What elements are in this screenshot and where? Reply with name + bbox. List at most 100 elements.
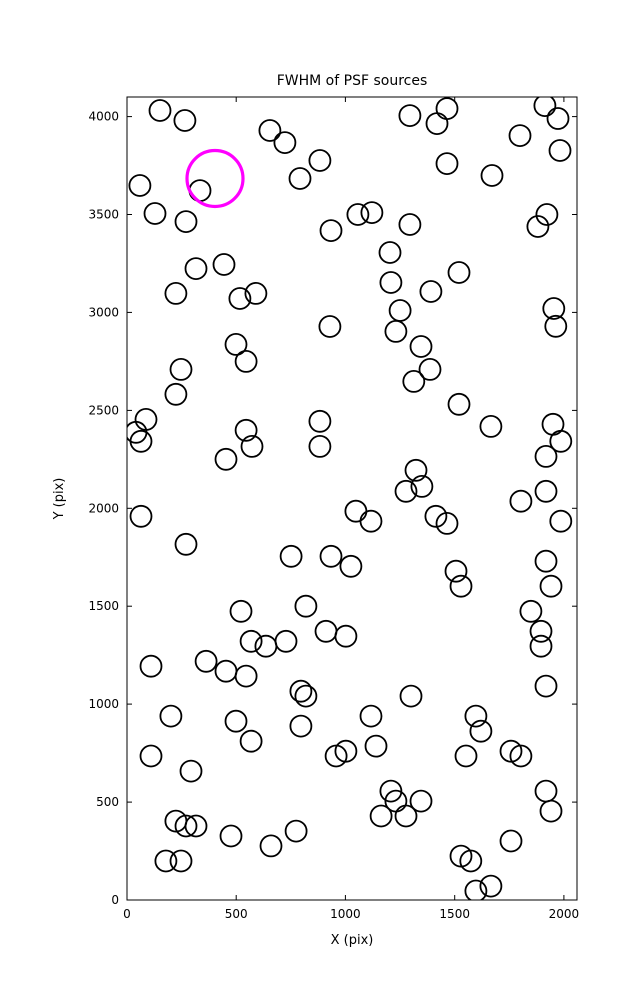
psf-source-marker xyxy=(239,629,263,653)
psf-source-marker xyxy=(526,215,550,238)
y-tick-label: 4000 xyxy=(88,110,119,124)
psf-source-marker xyxy=(398,213,422,236)
psf-source-marker xyxy=(184,257,208,281)
psf-source-marker xyxy=(318,315,342,338)
psf-source-marker xyxy=(174,532,198,556)
psf-source-marker xyxy=(447,261,471,284)
psf-source-marker xyxy=(308,149,332,172)
psf-source-marker xyxy=(418,357,442,381)
psf-source-marker xyxy=(402,369,426,393)
psf-source-marker xyxy=(324,744,348,768)
psf-source-marker xyxy=(399,684,423,708)
psf-source-marker xyxy=(289,714,313,738)
psf-source-marker xyxy=(294,594,318,618)
psf-source-marker xyxy=(534,444,558,468)
psf-source-marker xyxy=(534,549,558,573)
psf-source-marker xyxy=(169,357,193,381)
psf-source-marker xyxy=(359,704,383,728)
psf-source-marker xyxy=(154,849,178,873)
psf-source-marker xyxy=(219,824,243,848)
psf-source-marker xyxy=(319,219,343,243)
psf-source-marker xyxy=(143,202,167,225)
psf-source-marker xyxy=(384,319,408,343)
tick-marks xyxy=(126,97,577,901)
psf-source-marker xyxy=(535,203,559,226)
highlighted-psf-source xyxy=(185,148,245,209)
psf-source-marker xyxy=(224,332,248,356)
psf-source-marker xyxy=(234,349,258,373)
psf-source-marker xyxy=(398,104,422,127)
psf-source-marker xyxy=(464,879,488,900)
psf-source-marker xyxy=(369,804,393,828)
psf-source-marker xyxy=(334,624,358,648)
psf-source-marker xyxy=(169,849,193,873)
psf-source-marker xyxy=(174,814,198,838)
y-tick-label: 2000 xyxy=(88,501,119,515)
chart-title: FWHM of PSF sources xyxy=(277,73,428,89)
psf-source-marker xyxy=(294,684,318,708)
x-tick-label: 0 xyxy=(123,907,131,921)
x-tick-label: 1500 xyxy=(439,907,470,921)
psf-source-marker xyxy=(409,789,433,813)
psf-source-marker xyxy=(469,719,493,743)
psf-source-marker xyxy=(548,139,572,162)
y-tick-label: 3000 xyxy=(88,305,119,319)
x-axis-label: X (pix) xyxy=(331,933,374,948)
psf-source-marker xyxy=(379,779,403,803)
psf-source-marker xyxy=(479,874,503,898)
psf-source-marker xyxy=(479,414,503,438)
psf-source-marker xyxy=(258,119,282,142)
psf-source-marker xyxy=(459,849,483,873)
psf-source-marker xyxy=(308,409,332,433)
psf-source-marker xyxy=(129,429,153,453)
psf-source-marker xyxy=(129,504,153,528)
psf-source-marker xyxy=(159,704,183,728)
psf-source-marker xyxy=(289,679,313,703)
psf-source-marker xyxy=(148,99,172,122)
y-tick-label: 3500 xyxy=(88,208,119,222)
psf-source-marker xyxy=(212,253,236,276)
psf-source-marker xyxy=(194,649,218,673)
psf-source-marker xyxy=(533,97,557,117)
psf-source-marker xyxy=(419,280,443,303)
psf-source-marker xyxy=(509,489,533,513)
psf-source-marker xyxy=(539,574,563,598)
psf-source-marker xyxy=(549,429,573,453)
psf-source-marker xyxy=(164,382,188,406)
y-tick-label: 1000 xyxy=(88,697,119,711)
psf-source-marker xyxy=(499,829,523,853)
psf-source-marker xyxy=(244,281,268,305)
psf-source-marker xyxy=(274,629,298,653)
psf-source-marker xyxy=(346,203,370,226)
psf-source-marker xyxy=(480,164,504,187)
psf-source-marker xyxy=(128,174,152,197)
psf-source-marker xyxy=(308,434,332,458)
psf-source-marker xyxy=(534,674,558,698)
psf-source-marker xyxy=(509,744,533,768)
psf-source-marker xyxy=(234,418,258,442)
psf-source-marker xyxy=(444,559,468,583)
psf-source-marker xyxy=(174,210,198,234)
psf-source-marker xyxy=(378,241,402,264)
psf-source-marker xyxy=(542,297,566,320)
psf-source-marker xyxy=(214,447,238,471)
psf-source-marker xyxy=(139,744,163,768)
psf-source-marker xyxy=(394,804,418,828)
psf-source-marker xyxy=(224,709,248,733)
psf-source-marker xyxy=(234,664,258,688)
x-tick-label: 2000 xyxy=(549,907,580,921)
psf-source-marker xyxy=(359,509,383,533)
psf-source-marker xyxy=(273,131,297,155)
psf-source-marker xyxy=(394,479,418,503)
psf-source-marker xyxy=(240,434,264,458)
psf-source-marker xyxy=(239,729,263,753)
psf-source-marker xyxy=(534,479,558,503)
psf-source-marker xyxy=(435,512,459,535)
psf-source-marker xyxy=(360,201,384,225)
y-tick-label: 500 xyxy=(96,795,119,809)
y-tick-label: 1500 xyxy=(88,599,119,613)
psf-source-marker xyxy=(164,281,188,305)
y-axis-label: Y (pix) xyxy=(52,478,67,521)
psf-source-marker xyxy=(229,599,253,623)
y-tick-label: 0 xyxy=(111,893,119,907)
